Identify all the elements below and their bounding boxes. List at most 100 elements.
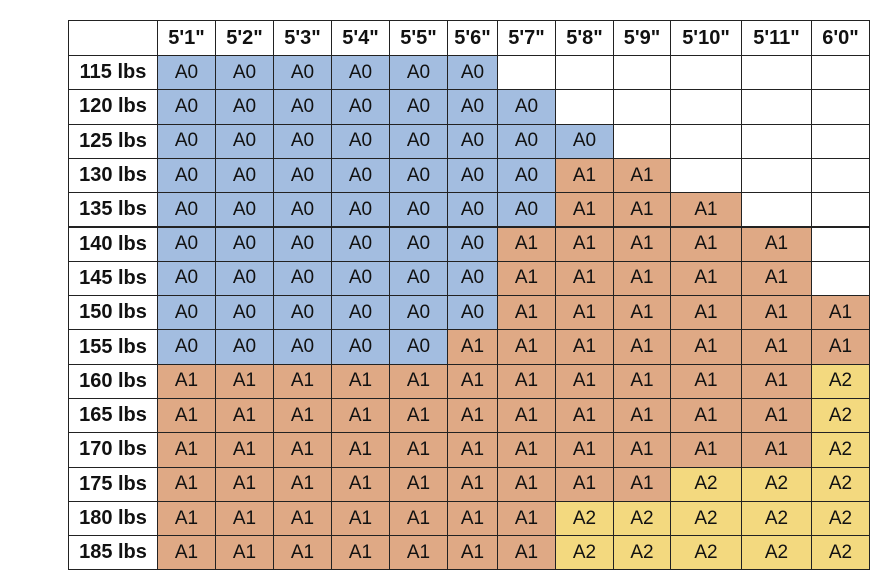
size-cell: A0 xyxy=(273,226,332,262)
size-cell: A1 xyxy=(215,466,274,502)
size-cell: A1 xyxy=(670,363,742,399)
size-cell: A1 xyxy=(741,295,812,331)
size-cell xyxy=(497,55,556,91)
size-cell: A1 xyxy=(555,295,614,331)
size-cell: A0 xyxy=(389,55,448,91)
size-cell: A0 xyxy=(447,89,498,125)
size-cell xyxy=(741,123,812,159)
column-header: 5'11" xyxy=(741,20,812,56)
size-cell: A1 xyxy=(555,226,614,262)
size-cell: A2 xyxy=(741,500,812,537)
size-cell: A0 xyxy=(447,123,498,159)
size-cell: A2 xyxy=(555,500,614,537)
column-header: 5'5" xyxy=(389,20,448,56)
size-cell: A2 xyxy=(555,535,614,571)
size-cell: A0 xyxy=(157,123,216,159)
size-cell: A0 xyxy=(215,226,274,262)
size-cell: A1 xyxy=(447,432,498,468)
row-header: 120 lbs xyxy=(68,89,158,125)
row-header: 185 lbs xyxy=(68,535,158,571)
row-header: 135 lbs xyxy=(68,192,158,228)
size-cell: A0 xyxy=(389,89,448,125)
size-cell: A1 xyxy=(670,398,742,434)
size-cell: A1 xyxy=(215,535,274,571)
column-header: 5'4" xyxy=(331,20,390,56)
size-cell: A1 xyxy=(741,363,812,399)
size-cell: A1 xyxy=(389,500,448,537)
size-cell: A0 xyxy=(157,89,216,125)
size-cell: A0 xyxy=(273,260,332,297)
size-cell: A1 xyxy=(497,432,556,468)
size-cell: A1 xyxy=(555,466,614,502)
column-header: 5'7" xyxy=(497,20,556,56)
size-cell: A1 xyxy=(273,432,332,468)
size-cell: A1 xyxy=(447,500,498,537)
size-cell xyxy=(811,157,870,194)
size-cell: A1 xyxy=(670,295,742,331)
size-cell: A0 xyxy=(215,295,274,331)
size-cell: A1 xyxy=(613,226,671,262)
row-header: 145 lbs xyxy=(68,260,158,297)
size-cell: A1 xyxy=(613,398,671,434)
size-cell: A1 xyxy=(670,432,742,468)
size-cell: A1 xyxy=(447,398,498,434)
row-header: 125 lbs xyxy=(68,123,158,159)
size-cell: A0 xyxy=(331,55,390,91)
size-cell: A0 xyxy=(157,260,216,297)
size-cell: A1 xyxy=(157,398,216,434)
size-cell xyxy=(741,89,812,125)
size-cell: A1 xyxy=(741,432,812,468)
size-cell: A0 xyxy=(331,192,390,228)
size-cell: A0 xyxy=(331,329,390,365)
row-header: 160 lbs xyxy=(68,363,158,399)
size-cell: A1 xyxy=(811,329,870,365)
size-cell: A0 xyxy=(215,260,274,297)
column-header: 5'6" xyxy=(447,20,498,56)
size-cell: A1 xyxy=(670,226,742,262)
size-cell: A1 xyxy=(555,363,614,399)
size-cell: A1 xyxy=(331,500,390,537)
size-cell: A1 xyxy=(331,535,390,571)
row-header: 170 lbs xyxy=(68,432,158,468)
size-cell: A0 xyxy=(215,55,274,91)
column-header: 5'2" xyxy=(215,20,274,56)
corner-cell xyxy=(68,20,158,56)
size-cell: A1 xyxy=(613,157,671,194)
row-header: 115 lbs xyxy=(68,55,158,91)
row-header: 150 lbs xyxy=(68,295,158,331)
size-cell xyxy=(811,226,870,262)
size-cell: A0 xyxy=(273,192,332,228)
size-cell: A2 xyxy=(811,466,870,502)
row-header: 165 lbs xyxy=(68,398,158,434)
size-cell: A1 xyxy=(741,398,812,434)
row-header: 155 lbs xyxy=(68,329,158,365)
size-cell: A2 xyxy=(670,500,742,537)
size-cell: A1 xyxy=(613,363,671,399)
size-cell: A0 xyxy=(447,295,498,331)
size-cell: A1 xyxy=(741,226,812,262)
size-cell: A1 xyxy=(613,329,671,365)
size-cell: A2 xyxy=(741,535,812,571)
size-cell: A1 xyxy=(389,432,448,468)
size-cell: A1 xyxy=(555,157,614,194)
size-cell: A2 xyxy=(741,466,812,502)
size-cell: A1 xyxy=(389,466,448,502)
size-cell: A0 xyxy=(273,55,332,91)
size-cell: A0 xyxy=(215,192,274,228)
size-cell: A0 xyxy=(447,260,498,297)
size-cell: A0 xyxy=(389,123,448,159)
size-cell: A0 xyxy=(389,295,448,331)
size-cell: A1 xyxy=(497,260,556,297)
size-cell: A1 xyxy=(331,466,390,502)
size-cell: A1 xyxy=(273,398,332,434)
size-cell: A1 xyxy=(741,260,812,297)
size-cell: A1 xyxy=(389,398,448,434)
size-cell: A0 xyxy=(331,226,390,262)
size-cell: A1 xyxy=(613,466,671,502)
size-cell: A0 xyxy=(497,157,556,194)
size-cell: A1 xyxy=(497,226,556,262)
size-cell: A0 xyxy=(215,329,274,365)
size-cell: A2 xyxy=(670,535,742,571)
